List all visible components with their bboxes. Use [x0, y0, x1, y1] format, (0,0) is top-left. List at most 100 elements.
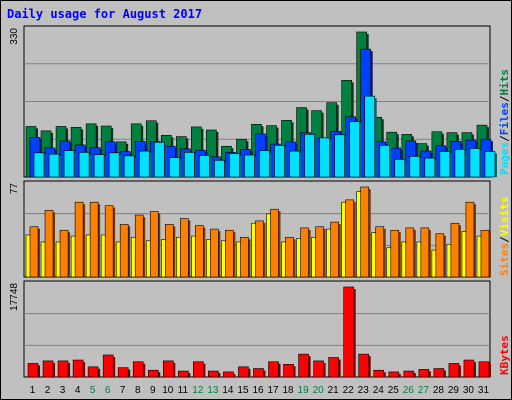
x-tick-label: 29 [448, 385, 460, 396]
bar-pages-day-12 [199, 155, 210, 178]
bar-pages-day-17 [274, 145, 285, 178]
bar-visits-day-5 [89, 201, 99, 278]
bar-visits-day-21 [330, 221, 339, 278]
bar-visits-day-1 [29, 226, 39, 278]
bar-pages-day-31 [484, 151, 496, 178]
bar-kbytes-day-6 [102, 354, 114, 378]
x-tick-label: 8 [135, 385, 141, 396]
bar-pages-day-8 [138, 150, 150, 178]
bar-kbytes-day-27 [418, 369, 430, 378]
x-tick-label: 5 [90, 385, 96, 396]
bar-visits-day-30 [465, 201, 475, 278]
bar-visits-day-28 [435, 233, 445, 278]
x-tick-label: 28 [433, 385, 445, 396]
bar-pages-day-14 [229, 153, 240, 178]
bar-kbytes-day-21 [328, 357, 339, 378]
bar-visits-day-17 [270, 208, 279, 278]
x-tick-label: 22 [343, 385, 355, 396]
bar-kbytes-day-26 [403, 370, 415, 378]
bar-pages-day-18 [289, 150, 300, 178]
x-tick-label: 30 [463, 385, 475, 396]
panel-kbytes [23, 280, 491, 378]
bar-pages-day-28 [439, 151, 451, 178]
x-tick-label: 23 [358, 385, 370, 396]
y-max-label: 17748 [9, 283, 20, 311]
x-tick-label: 24 [373, 385, 385, 396]
bar-kbytes-day-30 [463, 359, 475, 378]
x-tick-label: 6 [105, 385, 111, 396]
bar-kbytes-day-23 [358, 353, 370, 378]
bar-visits-day-18 [285, 236, 294, 278]
bar-kbytes-day-17 [268, 361, 279, 378]
bar-pages-day-23 [364, 95, 376, 178]
bar-kbytes-day-29 [448, 363, 460, 378]
x-tick-label: 12 [192, 385, 204, 396]
bar-kbytes-day-25 [388, 371, 400, 378]
bar-visits-day-11 [180, 218, 189, 278]
legend-visits-sites: Sites/Visits [498, 197, 511, 277]
x-tick-label: 11 [178, 385, 189, 396]
bar-pages-day-16 [259, 150, 270, 178]
bar-pages-day-19 [304, 134, 315, 178]
bar-kbytes-day-28 [433, 368, 445, 378]
bar-visits-day-15 [240, 236, 249, 278]
bar-visits-day-20 [315, 226, 324, 278]
legend-kbytes: KBytes [498, 335, 511, 375]
bar-pages-day-4 [78, 152, 90, 178]
bar-visits-day-22 [345, 199, 354, 278]
x-tick-label: 19 [298, 385, 310, 396]
x-tick-label: 26 [403, 385, 415, 396]
x-tick-label: 14 [222, 385, 234, 396]
bar-pages-day-20 [319, 137, 330, 178]
x-tick-label: 17 [267, 385, 279, 396]
x-tick-label: 7 [120, 385, 126, 396]
bar-visits-day-4 [74, 201, 84, 278]
bar-kbytes-day-9 [147, 369, 159, 378]
x-tick-label: 2 [45, 385, 51, 396]
bar-kbytes-day-18 [283, 363, 294, 378]
bar-pages-day-10 [168, 157, 180, 178]
bar-pages-day-29 [454, 149, 466, 178]
bar-visits-day-25 [390, 229, 400, 278]
bar-pages-day-3 [63, 150, 75, 178]
bar-pages-day-2 [48, 153, 60, 178]
bar-kbytes-day-10 [162, 360, 174, 378]
bar-pages-day-25 [394, 159, 406, 178]
bar-visits-day-29 [450, 222, 460, 278]
bar-kbytes-day-12 [193, 361, 204, 378]
bar-kbytes-day-15 [238, 366, 249, 378]
bar-pages-day-30 [469, 148, 481, 178]
bar-kbytes-day-31 [478, 361, 490, 378]
x-tick-label: 15 [237, 385, 249, 396]
bar-pages-day-9 [153, 141, 165, 178]
x-tick-label: 25 [388, 385, 400, 396]
bar-kbytes-day-4 [72, 359, 84, 378]
bar-visits-day-6 [104, 205, 114, 278]
x-tick-label: 13 [207, 385, 219, 396]
legend-sites: Sites [498, 243, 511, 276]
bar-visits-day-23 [360, 186, 370, 278]
bar-pages-day-13 [214, 160, 225, 178]
x-tick-label: 20 [313, 385, 325, 396]
bar-visits-day-10 [164, 224, 174, 278]
bar-pages-day-6 [108, 152, 120, 178]
x-tick-label: 1 [30, 385, 36, 396]
bar-visits-day-27 [420, 227, 430, 278]
bar-visits-day-2 [44, 210, 54, 278]
legend-pages: Pages [498, 142, 511, 175]
bar-visits-day-24 [375, 226, 385, 278]
x-tick-label: 9 [150, 385, 156, 396]
bar-kbytes-day-1 [27, 363, 39, 378]
bar-visits-day-7 [119, 224, 129, 278]
legend-hits: Hits [498, 69, 511, 96]
bar-kbytes-day-3 [57, 360, 69, 378]
x-tick-label: 16 [252, 385, 264, 396]
x-tick-label: 31 [478, 385, 490, 396]
bar-kbytes-day-5 [87, 366, 99, 378]
bar-kbytes-day-20 [313, 360, 324, 378]
bar-pages-day-7 [123, 155, 135, 178]
bar-kbytes-day-7 [117, 367, 129, 378]
chart-title: Daily usage for August 2017 [7, 7, 203, 21]
bar-visits-day-31 [480, 229, 490, 278]
